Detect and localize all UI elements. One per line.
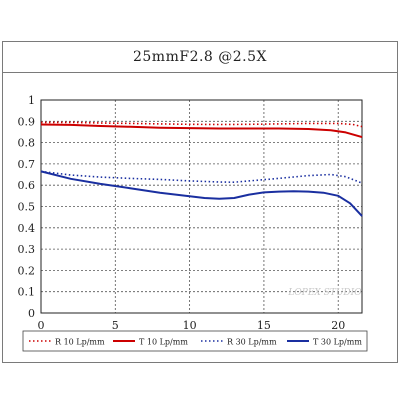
x-tick-label: 10 (183, 319, 197, 332)
y-tick-label: 0 (28, 307, 35, 320)
y-tick-label: 0.7 (18, 158, 36, 171)
y-tick-label: 0.3 (18, 243, 36, 256)
y-tick-label: 0.1 (18, 286, 36, 299)
y-tick-label: 0.4 (18, 222, 36, 235)
series-line-3 (40, 170, 363, 184)
chart-title-box: 25mmF2.8 @2.5X (2, 41, 398, 73)
y-tick-label: 0.6 (18, 179, 36, 192)
chart-title: 25mmF2.8 @2.5X (132, 49, 268, 65)
series-line-2 (40, 123, 363, 139)
legend-label: T 30 Lp/mm (313, 338, 362, 347)
legend-label: T 10 Lp/mm (139, 338, 188, 347)
y-tick-label: 1 (28, 94, 35, 107)
x-tick-label: 15 (257, 319, 271, 332)
y-tick-label: 0.8 (18, 137, 36, 150)
y-tick-label: 0.9 (18, 115, 36, 128)
plot-border (40, 99, 363, 314)
chart-box: 0 0.1 0.2 0.3 0.4 0.5 0.6 0.7 0.8 0.9 1 0 5 10 15 20 LOP… (2, 73, 398, 363)
x-tick-label: 20 (331, 319, 345, 332)
watermark-text: LOPEX STUDIO (287, 288, 362, 298)
y-tick-label: 0.5 (18, 201, 36, 214)
legend-box (22, 330, 368, 352)
y-tick-label: 0.2 (18, 264, 36, 277)
mtf-chart: 00.10.20.30.40.50.60.70.80.910 5 10 15 20LOP… (18, 94, 368, 352)
x-tick-label: 0 (38, 319, 45, 332)
series-line-1 (41, 121, 363, 128)
series-line-4 (40, 170, 363, 217)
legend-label: R 10 Lp/mm (55, 338, 105, 347)
x-tick-label: 5 (112, 319, 119, 332)
legend-label: R 30 Lp/mm (227, 338, 277, 347)
